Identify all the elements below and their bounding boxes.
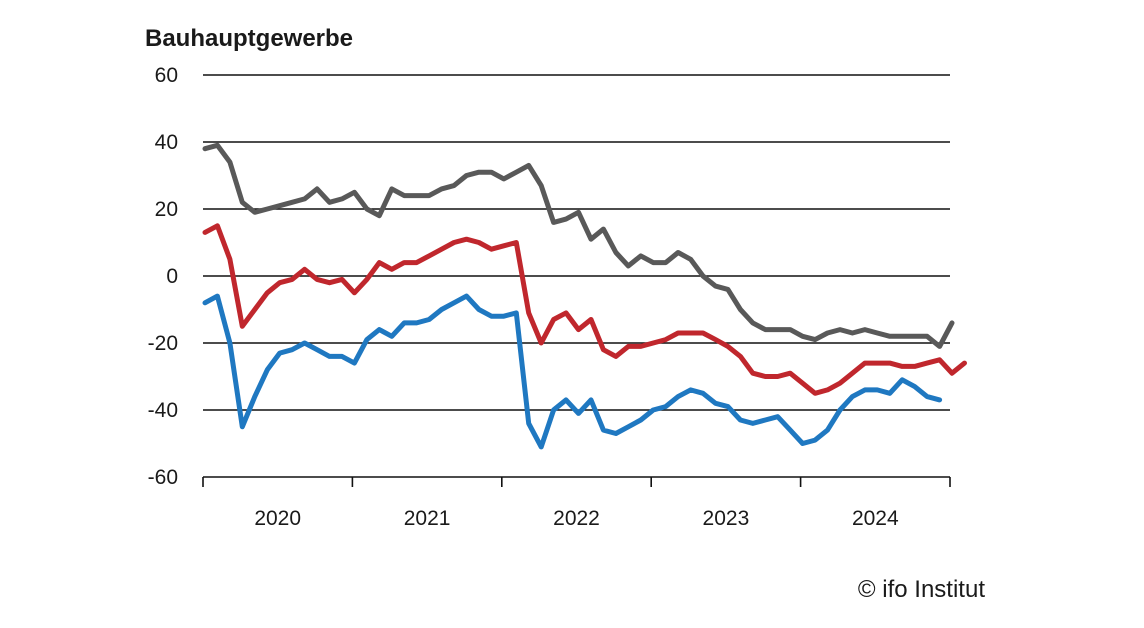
x-tick-label: 2023 <box>703 507 750 530</box>
x-tick-label: 2022 <box>553 507 600 530</box>
credit-label: © ifo Institut <box>858 576 985 603</box>
y-tick-label: -20 <box>148 332 178 355</box>
series-line-3 <box>202 293 943 450</box>
y-tick-label: 40 <box>155 131 178 154</box>
x-tick-label: 2024 <box>852 507 899 530</box>
chart-title: Bauhauptgewerbe <box>145 25 353 52</box>
y-tick-label: 60 <box>155 64 178 87</box>
y-tick-labels: 60 40 20 0 -20 -40 -60 <box>148 64 178 489</box>
series-line-2 <box>202 223 967 396</box>
series-line-1 <box>202 142 955 349</box>
y-tick-label: 0 <box>166 265 178 288</box>
x-tick-label: 2021 <box>404 507 451 530</box>
y-tick-label: -40 <box>148 399 178 422</box>
y-tick-label: 20 <box>155 198 178 221</box>
x-axis: 2020 2021 2022 2023 2024 <box>202 477 951 530</box>
x-tick-label: 2020 <box>254 507 301 530</box>
series-lines <box>202 142 967 450</box>
y-tick-label: -60 <box>148 466 178 489</box>
